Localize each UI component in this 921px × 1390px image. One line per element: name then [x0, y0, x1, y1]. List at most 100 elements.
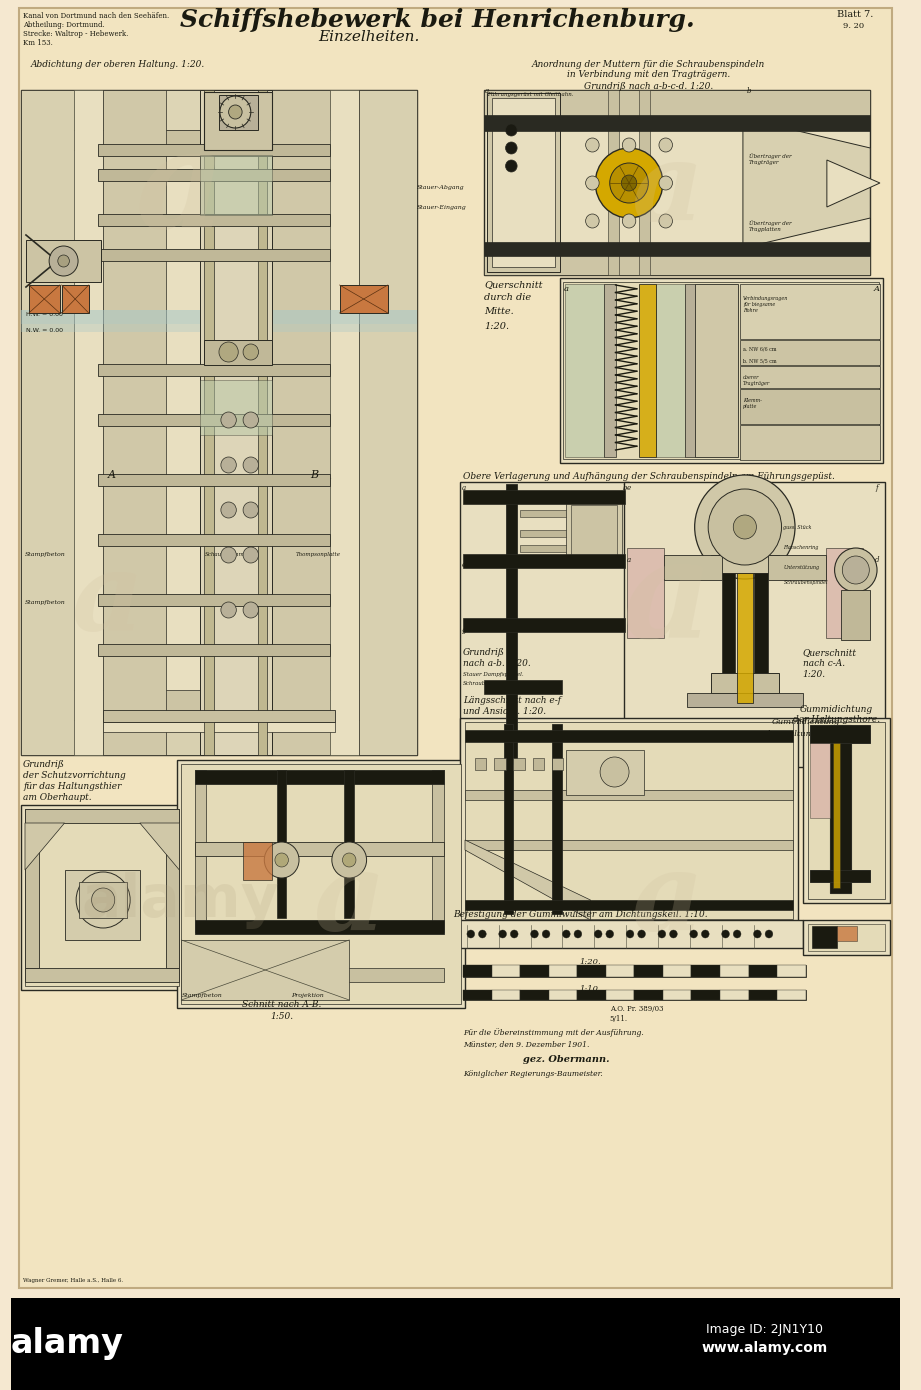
Bar [79, 883, 127, 917]
Text: Obere Verlagerung und Aufhängung der Schraubenspindeln am Führungsgерüst.: Obere Verlagerung und Aufhängung der Sch… [463, 473, 835, 481]
Circle shape [574, 930, 582, 938]
Bar [777, 965, 806, 977]
Text: a: a [313, 847, 385, 954]
Circle shape [637, 930, 646, 938]
Text: Grundriß nach a-b-c-d. 1:20.: Grundriß nach a-b-c-d. 1:20. [584, 82, 713, 90]
Bar [21, 90, 417, 131]
Text: A: A [108, 470, 116, 480]
Bar [627, 548, 664, 638]
Bar [492, 99, 554, 267]
Text: Grundriß: Grundriß [23, 760, 65, 769]
Bar [549, 965, 577, 977]
Circle shape [221, 457, 237, 473]
Bar [463, 965, 806, 977]
Text: b: b [747, 88, 752, 95]
Bar [484, 680, 562, 694]
Bar [463, 491, 625, 505]
Bar [722, 573, 735, 673]
Text: 9. 20: 9. 20 [844, 22, 865, 31]
Bar [826, 548, 863, 638]
Bar [513, 758, 525, 770]
Text: a. NW 6/6 cm: a. NW 6/6 cm [743, 346, 776, 352]
Bar [99, 474, 330, 486]
Text: Führungsgerüst mit Gleitbahn.: Führungsgerüst mit Gleitbahn. [487, 92, 574, 97]
Text: a: a [627, 556, 631, 564]
Bar [694, 284, 738, 457]
Bar [103, 710, 334, 721]
Bar [492, 990, 520, 999]
Circle shape [530, 930, 539, 938]
Circle shape [722, 930, 729, 938]
Bar [99, 594, 330, 606]
Bar [21, 689, 417, 720]
Text: Übertrager der
Tragplatten: Übertrager der Tragplatten [749, 220, 791, 232]
Bar [740, 425, 880, 460]
Text: der Haltungsthore.: der Haltungsthore. [793, 714, 880, 724]
Text: Stampfbeton: Stampfbeton [25, 600, 65, 605]
Text: Befestigung der Gummiwulster am Dichtungskeil. 1:10.: Befestigung der Gummiwulster am Dichtung… [453, 910, 708, 919]
Bar [29, 285, 60, 313]
Circle shape [659, 214, 672, 228]
Text: Übertrager der
Tragträger: Übertrager der Tragträger [749, 153, 791, 164]
Circle shape [264, 842, 299, 878]
Circle shape [467, 930, 474, 938]
Bar [99, 170, 330, 181]
Text: Kanal von Dortmund nach den Seehäfen.: Kanal von Dortmund nach den Seehäfen. [23, 13, 169, 19]
Bar [465, 790, 793, 801]
Bar [492, 965, 520, 977]
Circle shape [659, 138, 672, 152]
Bar [532, 758, 544, 770]
Polygon shape [140, 823, 180, 870]
Bar [494, 758, 506, 770]
Text: Abtheilung: Dortmund.: Abtheilung: Dortmund. [23, 21, 105, 29]
Text: b. NW 5/5 cm: b. NW 5/5 cm [743, 359, 776, 363]
Bar [837, 926, 857, 941]
Bar [552, 758, 564, 770]
Text: b: b [623, 484, 627, 492]
Bar [833, 744, 840, 888]
Text: durch die: durch die [484, 293, 531, 302]
Bar [21, 720, 417, 755]
Bar [803, 719, 890, 904]
Circle shape [606, 930, 613, 938]
Circle shape [243, 548, 259, 563]
Text: Thompsonplatte: Thompsonplatte [297, 552, 341, 557]
Text: in Verbindung mit den Tragträgern.: in Verbindung mit den Tragträgern. [566, 70, 730, 79]
Text: Schnitt nach A-B.: Schnitt nach A-B. [242, 999, 321, 1009]
Bar [754, 573, 768, 673]
Bar [692, 990, 720, 999]
Text: a: a [462, 484, 466, 492]
Bar [463, 555, 625, 569]
Circle shape [274, 853, 288, 867]
Circle shape [332, 842, 367, 878]
Bar [465, 730, 793, 742]
Bar [711, 673, 778, 694]
Bar [484, 90, 870, 120]
Circle shape [58, 254, 69, 267]
Bar [463, 619, 625, 632]
Text: Gummidichtung: Gummidichtung [772, 719, 840, 726]
Text: Schraubenspindel: Schraubenspindel [784, 580, 828, 585]
Text: oberer
Tragträger: oberer Tragträger [743, 375, 770, 386]
Bar [99, 145, 330, 156]
Circle shape [243, 343, 259, 360]
Bar [62, 285, 88, 313]
Bar [520, 510, 568, 517]
Bar [803, 920, 890, 955]
Bar [330, 90, 359, 755]
Circle shape [586, 177, 600, 190]
Bar [624, 482, 885, 767]
Bar [99, 414, 330, 425]
Bar [687, 694, 803, 708]
Circle shape [506, 124, 517, 136]
Bar [520, 545, 568, 552]
Text: a: a [564, 285, 568, 293]
Text: N.W. = 0.00: N.W. = 0.00 [26, 328, 63, 334]
Polygon shape [743, 118, 870, 247]
Circle shape [228, 106, 242, 120]
Circle shape [243, 411, 259, 428]
Bar [577, 965, 606, 977]
Text: B: B [310, 470, 319, 480]
Bar [460, 719, 798, 923]
Text: Querschnitt: Querschnitt [803, 648, 857, 657]
